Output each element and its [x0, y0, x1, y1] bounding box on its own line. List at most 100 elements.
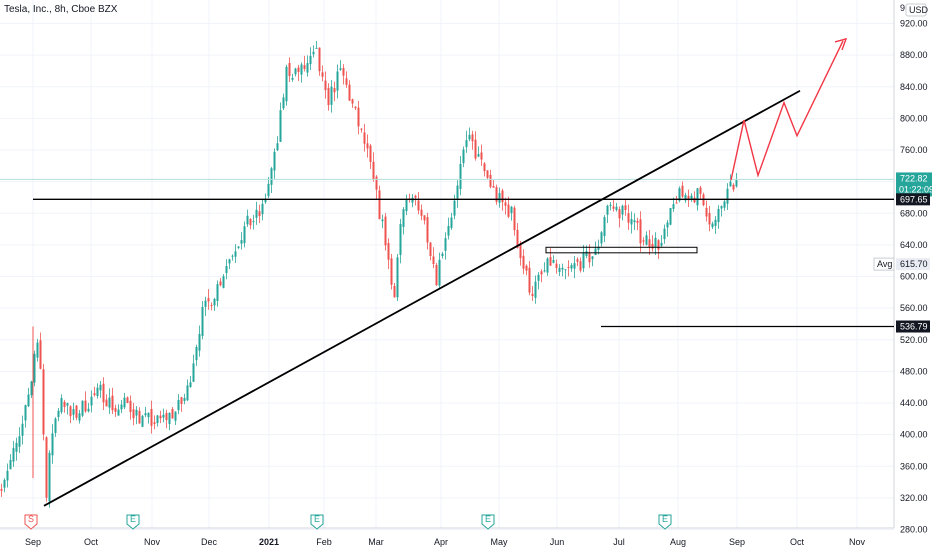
candle-body: [414, 195, 417, 198]
y-tick-label: 800.00: [900, 113, 928, 123]
candle-body: [309, 55, 312, 65]
candle-body: [156, 415, 159, 424]
candle-body: [489, 174, 492, 187]
candle-body: [660, 242, 663, 246]
candle-body: [378, 190, 381, 220]
candle-body: [186, 385, 189, 401]
projection-path: [730, 40, 844, 181]
candle-body: [174, 411, 177, 421]
candle-body: [705, 207, 708, 217]
candle-body: [528, 267, 531, 293]
candle-body: [690, 195, 693, 200]
candle-body: [678, 188, 681, 201]
symbol-header: Tesla, Inc., 8h, Cboe BZX: [4, 4, 118, 15]
candle-body: [669, 208, 672, 225]
candle-body: [267, 183, 270, 197]
candle-body: [411, 197, 414, 203]
candle-body: [180, 397, 183, 404]
earnings-marker: E: [126, 514, 140, 530]
candle-body: [675, 202, 678, 204]
candle-body: [612, 206, 615, 209]
candle-body: [246, 215, 249, 225]
candle-body: [135, 409, 138, 416]
candle-body: [645, 235, 648, 245]
candle-body: [63, 401, 66, 407]
candle-body: [432, 256, 435, 265]
x-tick-label: Sep: [25, 537, 41, 547]
candle-body: [12, 448, 15, 462]
candle-body: [123, 397, 126, 408]
candle-body: [561, 267, 564, 270]
candle-body: [69, 406, 72, 417]
candle-body: [552, 259, 555, 263]
x-tick-label: 2021: [259, 537, 279, 547]
candle-body: [189, 382, 192, 388]
y-tick-label: 400.00: [900, 430, 928, 440]
candle-body: [546, 258, 549, 273]
avg-label: Avg: [877, 259, 892, 269]
candle-body: [699, 187, 702, 194]
candle-body: [663, 228, 666, 240]
marker-label: S: [28, 514, 34, 524]
x-tick-label: Nov: [849, 537, 866, 547]
candle-body: [333, 88, 336, 93]
candle-body: [567, 266, 570, 268]
candle-body: [558, 267, 561, 272]
candle-body: [273, 151, 276, 171]
candle-body: [195, 347, 198, 361]
candle-body: [234, 251, 237, 257]
candle-body: [606, 205, 609, 215]
candle-body: [525, 265, 528, 271]
candle-body: [357, 107, 360, 127]
candle-body: [261, 203, 264, 215]
candle-body: [327, 87, 330, 106]
candle-body: [291, 77, 294, 80]
candle-body: [219, 281, 222, 286]
candle-body: [486, 170, 489, 178]
candle-body: [336, 71, 339, 91]
candle-body: [375, 176, 378, 190]
candle-body: [714, 219, 717, 226]
candle-body: [483, 163, 486, 172]
marker-label: E: [314, 514, 320, 524]
candle-body: [78, 413, 81, 421]
candle-body: [492, 186, 495, 188]
candle-body: [420, 209, 423, 216]
candle-body: [654, 237, 657, 248]
x-tick-label: Apr: [434, 537, 448, 547]
x-tick-label: Sep: [729, 537, 745, 547]
marker-shape: [126, 514, 140, 530]
candle-body: [543, 270, 546, 272]
candle-body: [636, 220, 639, 223]
candle-body: [597, 246, 600, 250]
candle-body: [354, 106, 357, 109]
candle-body: [51, 433, 54, 456]
avg-badge: [873, 257, 895, 271]
candle-body: [21, 423, 24, 436]
avg-price-tag: [896, 258, 930, 271]
candle-body: [477, 154, 480, 157]
candle-body: [348, 84, 351, 101]
candle-body: [444, 238, 447, 251]
candle-body: [588, 253, 591, 263]
candle-body: [342, 67, 345, 76]
y-tick-label: 560.00: [900, 303, 928, 313]
candle-body: [324, 80, 327, 91]
last-price-tag: [896, 172, 932, 197]
candle-body: [126, 397, 129, 403]
y-tick-label: 480.00: [900, 366, 928, 376]
candle-body: [39, 340, 42, 369]
candle-body: [33, 353, 36, 383]
candle-body: [27, 394, 30, 407]
candle-body: [498, 193, 501, 203]
y-tick-label: 680.00: [900, 208, 928, 218]
candle-body: [465, 140, 468, 148]
candles: [0, 40, 738, 508]
candle-body: [237, 246, 240, 248]
y-top-label: 9(: [900, 3, 908, 13]
candle-body: [594, 248, 597, 256]
candle-body: [264, 199, 267, 203]
candle-body: [162, 414, 165, 418]
